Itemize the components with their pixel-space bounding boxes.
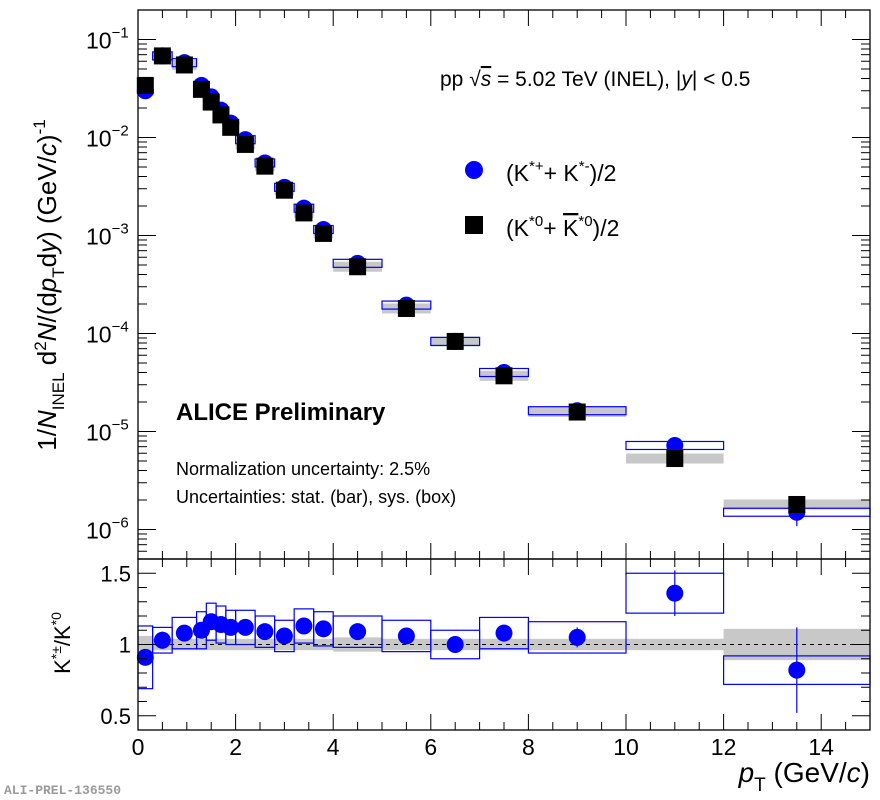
experiment-label: ALICE Preliminary (176, 399, 386, 426)
point-neutral (202, 93, 220, 111)
ratio-point (314, 620, 332, 638)
point-neutral (397, 299, 415, 317)
y-tick-label: 10−6 (86, 514, 129, 543)
point-neutral (495, 367, 513, 385)
ratio-point (256, 623, 274, 641)
point-neutral (314, 224, 332, 242)
ratio-panel: 0.5 1 1.5 0 2 4 6 8 10 12 14 (100, 558, 871, 760)
ratio-point (295, 617, 313, 635)
x-tick-label: 14 (808, 734, 834, 760)
ratio-point (397, 627, 415, 645)
point-neutral (222, 118, 240, 136)
x-tick-label: 2 (229, 734, 242, 760)
point-neutral (295, 204, 313, 222)
ratio-point (236, 618, 254, 636)
y-tick-label: 10−1 (86, 25, 129, 54)
x-tick-label: 10 (613, 734, 639, 760)
y-tick-label: 10−4 (86, 318, 129, 347)
ratio-y-tick-label: 0.5 (100, 704, 131, 729)
ratio-axis-title: K*±/K*0 (48, 612, 75, 674)
legend-marker-charged (465, 161, 483, 179)
point-neutral (256, 157, 274, 175)
spectra-panel: 10−6 10−5 10−4 10−3 10−2 10−1 (86, 9, 871, 560)
legend-marker-neutral (465, 216, 483, 234)
ratio-point (788, 661, 806, 679)
point-neutral (175, 56, 193, 74)
ratio-point (495, 624, 513, 642)
x-tick-label: 4 (327, 734, 340, 760)
preliminary-id: ALI-PREL-136550 (4, 783, 121, 798)
ratio-point (446, 636, 464, 653)
legend: (K*++ K*-)/2 (K*0+ K*0)/2 (465, 158, 619, 241)
legend-label-neutral: (K*0+ K*0)/2 (506, 213, 619, 241)
point-neutral (446, 332, 464, 350)
ratio-y-tick-label: 1.5 (100, 561, 131, 586)
y-tick-label: 10−5 (86, 416, 129, 445)
point-neutral (568, 403, 586, 421)
system-label: pp √s = 5.02 TeV (INEL), |y| < 0.5 (440, 68, 750, 91)
x-tick-label: 8 (522, 734, 535, 760)
point-neutral (666, 450, 684, 468)
uncertainty-note: Uncertainties: stat. (bar), sys. (box) (176, 487, 456, 507)
normalization-note: Normalization uncertainty: 2.5% (176, 459, 430, 479)
ratio-point (136, 648, 154, 666)
ratio-point (275, 627, 293, 645)
ratio-y-tick-label: 1 (119, 633, 131, 658)
ratio-point (153, 631, 171, 649)
ratio-point (568, 628, 586, 646)
y-tick-label: 10−2 (86, 123, 129, 152)
x-tick-label: 6 (424, 734, 437, 760)
point-neutral (349, 258, 367, 276)
x-axis-title: pT (GeV/c) (738, 757, 870, 796)
point-charged (666, 436, 684, 454)
point-neutral (788, 495, 806, 513)
ratio-sys-box (527, 621, 627, 654)
point-neutral (136, 76, 154, 94)
legend-label-charged: (K*++ K*-)/2 (506, 158, 616, 186)
y-axis-title: 1/NINEL d2N/(dpTdy) (GeV/c)-1 (30, 119, 68, 450)
x-tick-label: 0 (132, 734, 145, 760)
x-tick-label: 12 (711, 734, 737, 760)
point-neutral (275, 181, 293, 199)
ratio-point (175, 624, 193, 642)
ratio-point (349, 623, 367, 641)
ratio-point (666, 584, 684, 602)
norm-band (479, 638, 724, 651)
ratio-point (222, 618, 240, 636)
y-tick-label: 10−3 (86, 221, 129, 250)
point-neutral (236, 135, 254, 153)
point-neutral (153, 47, 171, 65)
